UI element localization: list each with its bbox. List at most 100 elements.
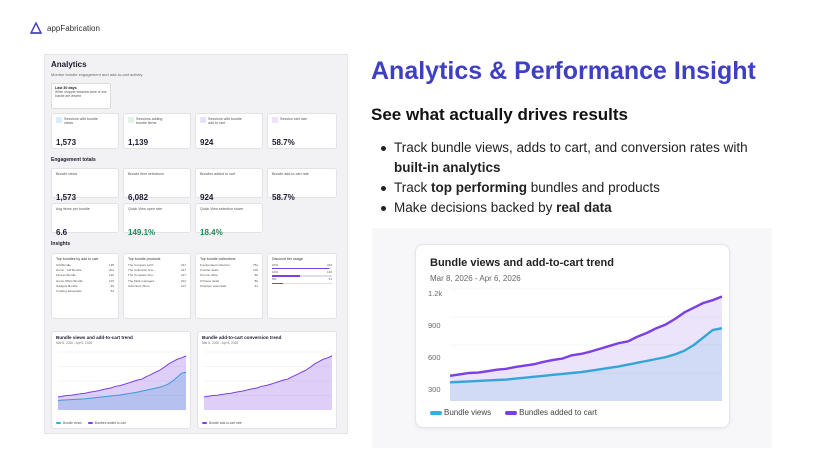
bullet-item: Track bundle views, adds to cart, and co… bbox=[380, 138, 780, 178]
legend-item: Bundle add-to-cart rate bbox=[202, 421, 242, 425]
list-item-value: 80 bbox=[254, 278, 258, 283]
date-range-label: Last 30 days bbox=[55, 86, 77, 90]
list-item-name: Home Office Bundle bbox=[56, 278, 83, 283]
mini-conversion-plot bbox=[203, 351, 333, 410]
list-item-value: 107 bbox=[180, 283, 186, 288]
list-item-name: Gadgets Bundle bbox=[56, 283, 78, 288]
engagement-card: Bundles added to cart 924 bbox=[195, 168, 263, 202]
mini-conversion-chart: Bundle add-to-cart conversion trend Mar … bbox=[197, 331, 337, 429]
list-item-name: 5% bbox=[272, 277, 277, 282]
list-item-name: The Complete Sno... bbox=[128, 273, 156, 278]
list-item: The Complete Sno... 217 bbox=[128, 273, 186, 278]
top-collections-list: # automated collection 752 # winter deals 1… bbox=[200, 263, 258, 289]
list-item-value: 86 bbox=[254, 273, 258, 278]
list-item-name: # kitchen essentials bbox=[200, 283, 227, 288]
list-item-value: 103 bbox=[108, 278, 114, 283]
list-item: # automated collection 752 bbox=[200, 263, 258, 268]
engagement-card: Bundle views 1,573 bbox=[51, 168, 119, 202]
top-card-adding: Sessions adding bundle items 1,139 bbox=[123, 113, 191, 149]
series-area bbox=[58, 355, 186, 410]
top-bundles-card: Top bundles by add to cart Gift Bundle 13… bbox=[51, 253, 119, 319]
bullet-item: Make decisions backed by real data bbox=[380, 198, 780, 218]
list-item: # winter deals 106 bbox=[200, 268, 258, 273]
legend-item: Bundles added to cart bbox=[87, 421, 126, 425]
list-item-value: 99 bbox=[110, 283, 114, 288]
top-collections-card: Top bundle collections # automated colle… bbox=[195, 253, 263, 319]
list-item-value: 146 bbox=[326, 270, 332, 275]
y-tick-label: 300 bbox=[428, 385, 441, 394]
trend-plot bbox=[449, 288, 723, 401]
list-item: The Compare at Pr... 237 bbox=[128, 263, 186, 268]
series-area bbox=[450, 328, 722, 401]
headline: Analytics & Performance Insight bbox=[371, 57, 756, 85]
usage-bar bbox=[272, 279, 332, 285]
dashboard-title: Analytics bbox=[51, 60, 87, 69]
list-item-name: The Compare at Pr... bbox=[128, 263, 156, 267]
usage-bar bbox=[272, 264, 332, 270]
brand-name: appFabrication bbox=[47, 23, 100, 33]
legend-item-views[interactable]: Bundle views bbox=[430, 408, 491, 417]
y-tick-label: 1.2k bbox=[428, 289, 443, 298]
list-item-name: Adventure Shoe bbox=[128, 283, 150, 288]
top-products-card: Top bundle products The Compare at Pr...… bbox=[123, 253, 191, 319]
list-item-value: 51 bbox=[328, 277, 332, 282]
engagement-card: Quick View selection share 18.4% bbox=[195, 203, 263, 237]
top-card-cart-rate: Session cart rate 58.7% bbox=[267, 113, 337, 149]
brand: appFabrication bbox=[30, 22, 100, 34]
list-item: 10% 146 bbox=[272, 270, 332, 275]
series-line-cart bbox=[57, 355, 187, 398]
bullet-item: Track top performing bundles and product… bbox=[380, 178, 780, 198]
list-item-name: Home · Gift Bundle bbox=[56, 268, 82, 273]
subheadline: See what actually drives results bbox=[371, 105, 629, 124]
date-range-picker[interactable]: Last 30 days When shopper sessions were … bbox=[51, 83, 111, 109]
list-item: 20% 319 bbox=[272, 263, 332, 268]
engagement-card: Quick View open rate 149.1% bbox=[123, 203, 191, 237]
list-item-value: 227 bbox=[180, 268, 186, 273]
top-card-views: Sessions with bundle views 1,573 bbox=[51, 113, 119, 149]
date-range-note: When shopper sessions were of one bundle… bbox=[55, 90, 107, 98]
list-item: # home office 86 bbox=[200, 273, 258, 278]
list-item-value: 126 bbox=[108, 273, 114, 278]
series-line-views bbox=[57, 371, 187, 401]
discount-tier-list: 20% 319 10% 146 5% 51 bbox=[272, 263, 332, 285]
list-item-value: 61 bbox=[254, 283, 258, 288]
top-card-add-to-cart: Sessions with bundle add to cart 924 bbox=[195, 113, 263, 149]
dashboard-screenshot: Analytics Monitor bundle engagement and … bbox=[44, 54, 348, 434]
usage-bar bbox=[272, 271, 332, 277]
top-bundles-list: Gift Bundle 138 Home · Gift Bundle 201 Fitne… bbox=[56, 263, 114, 294]
list-item-name: 10% bbox=[272, 270, 279, 275]
list-item-name: Fitness Bundle bbox=[56, 273, 76, 278]
list-item: # kitchen essentials 61 bbox=[200, 284, 258, 289]
engagement-card: Avg items per bundle 6.6 bbox=[51, 203, 119, 237]
mini-trend-plot bbox=[57, 351, 187, 410]
legend-item-cart[interactable]: Bundles added to cart bbox=[505, 408, 597, 417]
list-item: 5% 51 bbox=[272, 277, 332, 282]
mini-trend-chart: Bundle views and add-to-cart trend Mar 8… bbox=[51, 331, 191, 429]
list-item: # fitness deals 80 bbox=[200, 279, 258, 284]
list-item-value: 237 bbox=[180, 263, 186, 267]
brand-logo-icon bbox=[30, 22, 42, 34]
legend-item: Bundle views bbox=[56, 421, 82, 425]
list-item-name: # winter deals bbox=[200, 268, 219, 273]
list-item: Home Office Bundle 103 bbox=[56, 279, 114, 284]
list-item-name: Cooking Essentials bbox=[56, 289, 82, 294]
list-icon bbox=[128, 117, 134, 123]
list-item-name: # automated collection bbox=[200, 263, 231, 267]
cart-icon bbox=[200, 117, 206, 123]
chart-title: Bundle views and add-to-cart trend bbox=[430, 257, 614, 269]
search-icon bbox=[56, 117, 62, 123]
list-item-name: # home office bbox=[200, 273, 218, 278]
list-item: Home · Gift Bundle 201 bbox=[56, 268, 114, 273]
top-products-list: The Compare at Pr... 237 The Collection Sn… bbox=[128, 263, 186, 289]
bullet-list: Track bundle views, adds to cart, and co… bbox=[380, 138, 780, 218]
chart-legend: Bundle views Bundles added to cart bbox=[430, 408, 597, 417]
list-item: Gift Bundle 138 bbox=[56, 263, 114, 268]
list-item-value: 201 bbox=[108, 268, 114, 273]
series-area bbox=[58, 372, 186, 410]
dashboard-subtitle: Monitor bundle engagement and add-to-car… bbox=[51, 72, 144, 77]
insights-title: Insights bbox=[51, 241, 71, 247]
list-item-value: 106 bbox=[252, 268, 258, 273]
list-item-value: 201 bbox=[180, 278, 186, 283]
y-tick-label: 600 bbox=[428, 353, 441, 362]
